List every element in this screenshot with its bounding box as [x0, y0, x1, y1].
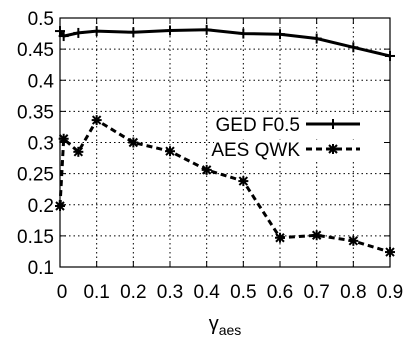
legend-entry: AES QWK: [211, 140, 384, 162]
data-point: [165, 146, 175, 157]
x-axis-label: γaes: [209, 313, 242, 338]
x-tick-label: 0.2: [120, 282, 146, 303]
x-tick-label: 0.1: [83, 282, 109, 303]
y-tick-label: 0.35: [17, 102, 54, 123]
x-tick-label: 0.9: [377, 282, 403, 303]
series-line: [58, 28, 391, 58]
legend-background: [214, 140, 384, 162]
y-tick-label: 0.2: [28, 196, 54, 217]
y-tick-label: 0.25: [17, 165, 54, 186]
data-point: [311, 230, 322, 241]
series-0: [55, 24, 395, 61]
x-axis-label-main: γ: [209, 313, 219, 335]
tick-labels: 0 0.1 0.2 0.3 0.4 0.5 0.6 0.7 0.8 0.90.10.150.20.…: [17, 9, 403, 303]
grid: [60, 18, 390, 267]
legend: GED F0.5 AES QWK: [211, 115, 384, 162]
data-point: [165, 25, 175, 36]
x-tick-label: 0.7: [303, 282, 329, 303]
data-point: [275, 29, 285, 40]
data-point: [311, 33, 322, 44]
x-tick-label: 0: [57, 282, 68, 303]
data-point: [275, 232, 285, 243]
data-point: [348, 235, 359, 246]
legend-marker: [328, 144, 338, 154]
y-tick-label: 0.5: [28, 9, 54, 30]
data-point: [201, 24, 212, 35]
axes: [59, 17, 391, 268]
legend-entry: GED F0.5: [214, 115, 384, 137]
data-point: [91, 26, 102, 37]
data-point: [73, 146, 84, 157]
data-point: [91, 115, 102, 126]
x-tick-label: 0.6: [267, 282, 293, 303]
y-tick-label: 0.15: [17, 227, 54, 248]
data-point: [238, 176, 249, 187]
y-tick-label: 0.3: [28, 134, 54, 155]
data-point: [73, 27, 84, 38]
x-axis-label-subscript: aes: [219, 322, 242, 338]
legend-marker: [328, 119, 338, 129]
y-tick-label: 0.1: [28, 258, 54, 279]
x-tick-label: 0.4: [193, 282, 220, 303]
legend-label: GED F0.5: [216, 115, 300, 136]
x-tick-label: 0.8: [340, 282, 366, 303]
y-tick-label: 0.4: [28, 71, 55, 92]
legend-background: [214, 115, 384, 137]
y-tick-label: 0.45: [17, 40, 54, 61]
data-point: [128, 27, 139, 38]
data-point: [348, 42, 359, 53]
legend-label: AES QWK: [211, 140, 300, 161]
data-point: [201, 164, 212, 175]
x-tick-label: 0.5: [230, 282, 256, 303]
x-tick-label: 0.3: [157, 282, 183, 303]
data-point: [128, 137, 139, 148]
data-point: [238, 28, 249, 39]
